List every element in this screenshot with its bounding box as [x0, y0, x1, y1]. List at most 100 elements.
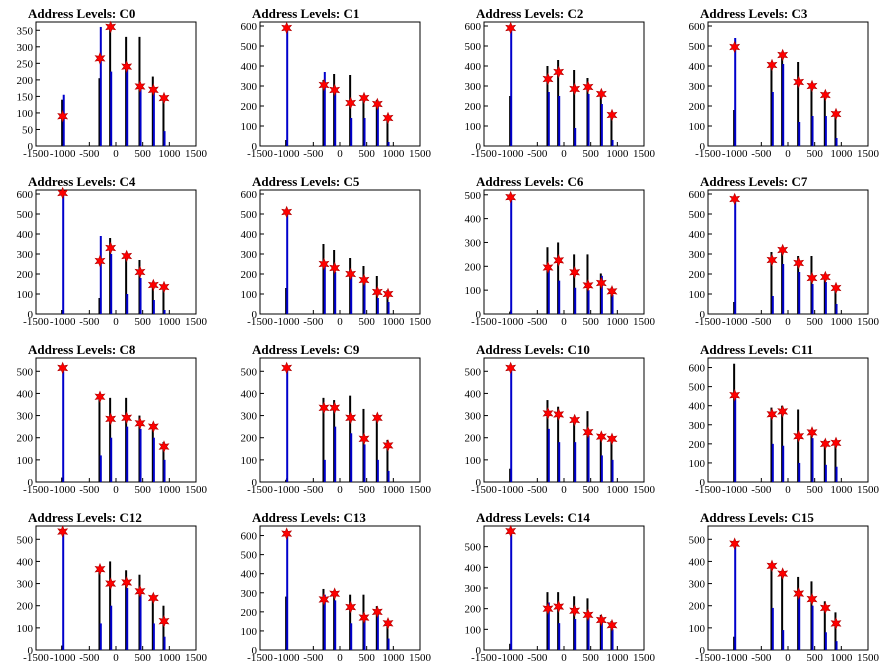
x-tick-label: 500: [806, 652, 823, 664]
bar: [363, 280, 366, 314]
bar: [599, 92, 602, 146]
y-tick-label: 500: [17, 209, 34, 221]
bar: [781, 248, 784, 314]
x-tick-label: 0: [785, 652, 791, 664]
bar: [349, 594, 352, 650]
x-tick-label: 1500: [409, 148, 432, 160]
bar: [546, 66, 549, 146]
star-marker: [595, 87, 607, 101]
x-tick-label: 1000: [382, 148, 405, 160]
x-tick-label: 1000: [606, 148, 629, 160]
bar: [375, 417, 378, 482]
y-tick-label: 100: [17, 289, 34, 301]
bar: [139, 592, 142, 650]
bar: [323, 264, 326, 314]
x-tick-label: -1500: [247, 484, 273, 496]
star-marker: [606, 285, 618, 298]
x-tick-label: 1000: [158, 316, 181, 328]
x-tick-label: -1500: [247, 148, 273, 160]
bar: [610, 287, 613, 314]
y-tick-label: 0: [476, 477, 482, 489]
bar: [770, 64, 773, 146]
y-tick-label: 400: [689, 401, 706, 413]
bar: [62, 94, 65, 146]
x-tick-label: -1500: [695, 652, 721, 664]
bar: [61, 645, 64, 650]
chart-panel-c1: Address Levels: C1 0 100 200 300 400 500 600 -15…: [224, 0, 448, 168]
x-tick-label: 500: [582, 484, 599, 496]
x-tick-label: 1500: [409, 316, 432, 328]
chart-panel-c15: Address Levels: C15 0 100 200 300 400 500 -1500…: [672, 504, 896, 672]
bar: [151, 594, 154, 650]
bar: [599, 273, 602, 314]
bar: [139, 428, 142, 482]
star-marker: [329, 261, 341, 275]
chart-svg: Address Levels: C0 0 50 100 150 200 250 300 350 -…: [17, 6, 208, 160]
y-tick-label: 300: [17, 579, 34, 591]
chart-title: Address Levels: C13: [252, 510, 366, 525]
bar: [99, 623, 102, 650]
x-tick-label: 1500: [185, 316, 208, 328]
x-tick-label: -1500: [23, 652, 49, 664]
x-tick-label: -1000: [274, 652, 300, 664]
star-marker: [382, 111, 394, 125]
bar: [286, 28, 289, 146]
x-tick-label: 500: [134, 484, 151, 496]
star-marker: [766, 253, 778, 267]
y-tick-label: 0: [700, 645, 706, 657]
x-tick-label: -1000: [498, 652, 524, 664]
bar: [733, 110, 736, 146]
star-marker: [329, 587, 341, 601]
star-marker: [318, 401, 330, 415]
bar: [62, 532, 65, 650]
chart-svg: Address Levels: C60100200300400500-1500-…: [465, 174, 656, 328]
bar: [350, 274, 353, 314]
plot-frame: [707, 21, 869, 147]
chart-panel-c3: Address Levels: C3 0 100 200 300 400 500 600 -15…: [672, 0, 896, 168]
bar: [138, 574, 141, 650]
x-tick-label: -1500: [471, 652, 497, 664]
bar: [770, 407, 773, 482]
x-tick-label: 500: [358, 316, 375, 328]
star-marker: [121, 60, 133, 73]
y-tick-label: 500: [17, 534, 34, 546]
bar: [376, 104, 379, 146]
y-tick-label: 200: [17, 75, 34, 87]
x-tick-label: -500: [79, 652, 100, 664]
bar: [587, 435, 590, 482]
chart-panel-c9: Address Levels: C9 0 100 200 300 400 500 -1500-…: [224, 336, 448, 504]
chart-svg: Address Levels: C13 0 100 200 300 400 500 600 -1…: [241, 510, 432, 664]
bar: [770, 252, 773, 314]
bar: [835, 138, 838, 146]
x-tick-label: 500: [582, 652, 599, 664]
bar: [587, 290, 590, 314]
chart-title: Address Levels: C3: [700, 6, 808, 21]
bar: [349, 258, 352, 314]
y-tick-label: 300: [689, 420, 706, 432]
bar: [574, 128, 577, 146]
x-tick-label: 1500: [633, 316, 656, 328]
bar: [782, 445, 785, 482]
x-tick-label: 0: [561, 316, 567, 328]
bar: [510, 366, 513, 482]
x-tick-label: 1500: [185, 484, 208, 496]
x-tick-label: -500: [303, 484, 324, 496]
bar: [574, 287, 577, 314]
y-tick-label: 600: [17, 189, 34, 201]
star-marker: [553, 600, 565, 613]
x-tick-label: 0: [561, 484, 567, 496]
star-marker: [371, 285, 383, 299]
chart-svg: Address Levels: C12 0 100 200 300 400 500 -1500…: [17, 510, 208, 664]
star-marker: [819, 601, 831, 615]
y-tick-label: 50: [22, 124, 34, 136]
star-marker: [569, 413, 581, 427]
bar: [152, 89, 155, 146]
x-tick-label: -1500: [23, 316, 49, 328]
star-marker: [582, 279, 594, 292]
x-tick-label: 0: [113, 148, 119, 160]
bar: [797, 409, 800, 482]
star-marker: [382, 439, 394, 452]
x-tick-label: 1000: [830, 652, 853, 664]
chart-title: Address Levels: C2: [476, 6, 583, 21]
y-tick-label: 500: [465, 542, 482, 554]
